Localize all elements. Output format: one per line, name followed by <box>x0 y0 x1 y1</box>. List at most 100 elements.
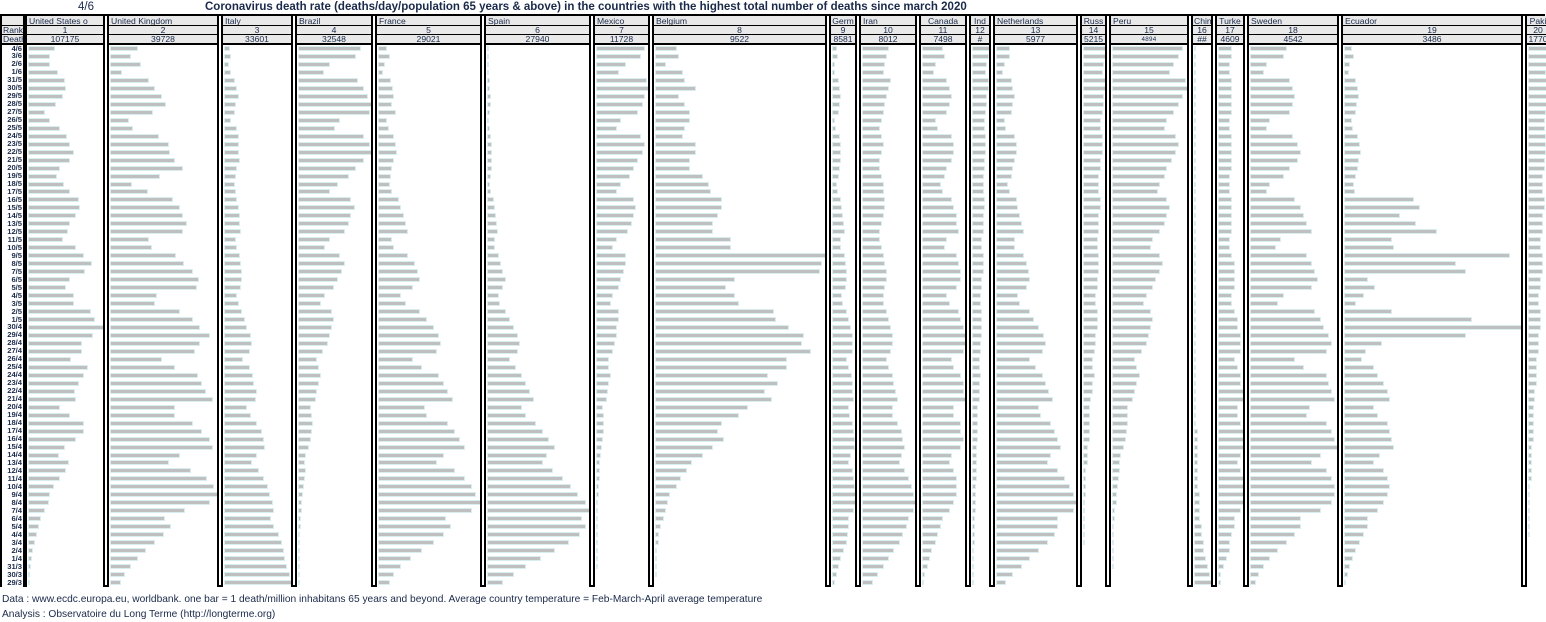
bar <box>28 229 69 235</box>
bar <box>596 53 641 59</box>
bar <box>1344 309 1392 315</box>
bar <box>1218 237 1230 243</box>
bar <box>655 436 725 442</box>
bar <box>832 348 853 354</box>
column-header-united-kingdom: United Kingdom 2 39728 <box>107 16 219 45</box>
date-tick: 23/4 <box>7 378 22 388</box>
bar <box>224 396 256 402</box>
date-tick: 22/5 <box>7 147 22 157</box>
bar <box>655 476 681 482</box>
bar <box>1344 436 1392 442</box>
bar <box>1112 253 1161 259</box>
column-header-ecuador: Ecuador 19 3486 <box>1341 16 1523 45</box>
bar <box>1344 476 1388 482</box>
country-rank: 19 <box>1343 26 1521 35</box>
bar <box>862 380 895 386</box>
date-tick: 1/5 <box>11 314 22 324</box>
bar <box>972 460 978 466</box>
bar <box>1528 309 1541 315</box>
bar <box>972 205 985 211</box>
bar <box>1083 516 1085 522</box>
bar <box>110 245 153 251</box>
bar <box>1112 476 1119 482</box>
bar <box>487 548 555 554</box>
bar <box>1250 516 1302 522</box>
date-tick: 2/5 <box>11 306 22 316</box>
bar <box>1112 53 1179 59</box>
bar <box>487 436 549 442</box>
bar <box>298 301 322 307</box>
bar-column-sweden <box>1247 45 1339 587</box>
country-rank: 15 <box>1111 26 1187 35</box>
country-rank: 6 <box>486 26 589 35</box>
bar <box>28 388 76 394</box>
bar <box>922 109 948 115</box>
bar <box>298 277 339 283</box>
bar <box>1218 580 1221 586</box>
bar <box>378 532 444 538</box>
bar <box>655 516 664 522</box>
date-tick: 31/3 <box>7 561 22 571</box>
country-name: Chin <box>1193 16 1211 26</box>
bar <box>1218 245 1230 251</box>
bar <box>378 388 449 394</box>
bar <box>655 269 820 275</box>
country-rank: 11 <box>921 26 965 35</box>
bar <box>832 141 841 147</box>
bar <box>298 356 318 362</box>
bar <box>996 380 1046 386</box>
bar <box>1250 420 1327 426</box>
bar <box>1083 157 1102 163</box>
bar <box>224 372 254 378</box>
bar <box>922 412 955 418</box>
bar <box>1344 460 1374 466</box>
bar <box>110 237 149 243</box>
bar <box>110 324 201 330</box>
bar <box>110 85 155 91</box>
bar <box>655 468 688 474</box>
bar <box>487 372 523 378</box>
bar <box>996 340 1046 346</box>
bar <box>378 364 423 370</box>
date-tick: 4/6 <box>11 43 22 53</box>
bar <box>862 340 893 346</box>
bar <box>378 540 435 546</box>
bar <box>110 213 183 219</box>
country-total-deaths: 3486 <box>1343 35 1521 43</box>
bar <box>110 332 210 338</box>
bar <box>28 77 65 83</box>
bar <box>224 412 251 418</box>
bar <box>1344 117 1352 123</box>
bar <box>298 46 362 51</box>
bar <box>922 77 948 83</box>
bar <box>832 452 851 458</box>
bar <box>110 412 175 418</box>
bar <box>832 492 855 498</box>
bar <box>1194 173 1196 179</box>
bar <box>996 460 1048 466</box>
bar <box>1218 388 1243 394</box>
date-tick: 15/4 <box>7 442 22 452</box>
bar <box>1112 388 1136 394</box>
bar <box>110 317 194 322</box>
bar <box>487 388 531 394</box>
bar <box>1218 53 1233 59</box>
bar <box>996 173 1012 179</box>
bar <box>922 149 955 155</box>
bar <box>972 221 984 227</box>
bar <box>655 237 731 243</box>
bar <box>972 516 975 522</box>
bar <box>1344 444 1394 450</box>
bar <box>298 125 335 131</box>
bar <box>862 540 900 546</box>
date-tick: 23/5 <box>7 139 22 149</box>
bar <box>28 253 84 259</box>
bar <box>378 548 423 554</box>
bar <box>596 412 605 418</box>
column-header-india: Ind 12 # <box>969 16 991 45</box>
bar <box>487 412 527 418</box>
bar <box>28 396 76 402</box>
bar <box>596 540 598 546</box>
deaths-label: Death <box>2 35 23 44</box>
bar <box>596 173 630 179</box>
